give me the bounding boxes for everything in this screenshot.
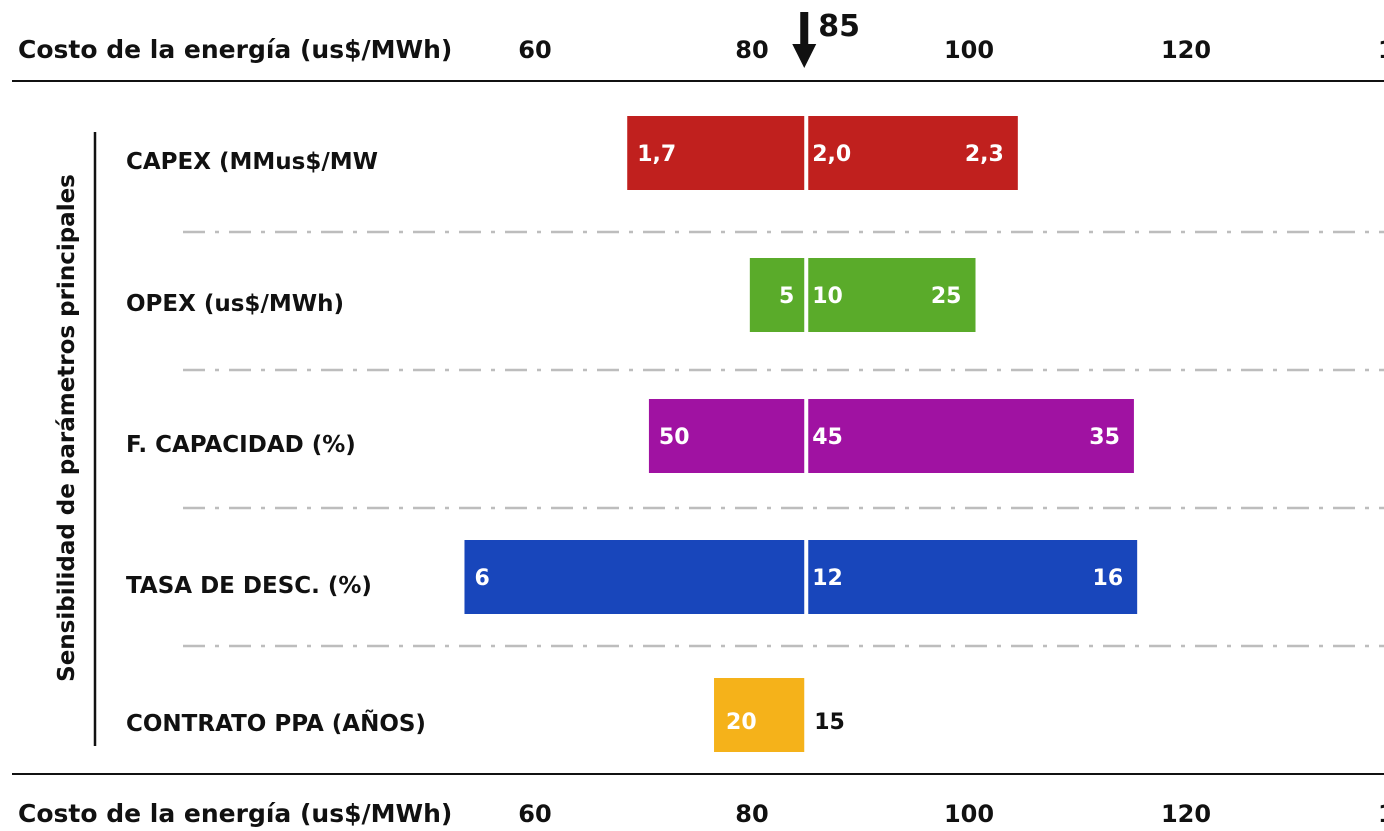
value-label-right-tasa: 16 bbox=[1093, 566, 1124, 591]
value-label-left-ppa: 20 bbox=[726, 710, 757, 735]
value-label-center-capex: 2,0 bbox=[812, 142, 851, 167]
bar-high-fcap bbox=[806, 399, 1134, 473]
tick-label-bottom: 100 bbox=[944, 800, 994, 828]
axis-title-top: Costo de la energía (us$/MWh) bbox=[18, 35, 452, 64]
bar-low-ppa bbox=[714, 678, 807, 752]
tick-label-top: 140 bbox=[1378, 36, 1384, 64]
value-label-center-fcap: 45 bbox=[812, 425, 843, 450]
bar-high-opex bbox=[806, 258, 976, 332]
bar-low-tasa bbox=[464, 540, 807, 614]
bar-low-capex bbox=[627, 116, 807, 190]
tick-label-bottom: 140 bbox=[1378, 800, 1384, 828]
tick-label-top: 80 bbox=[735, 36, 768, 64]
bar-low-fcap bbox=[648, 399, 807, 473]
bar-low-opex bbox=[749, 258, 807, 332]
parameter-label-capex: CAPEX (MMus$/MW bbox=[126, 149, 378, 175]
parameter-label-fcap: F. CAPACIDAD (%) bbox=[126, 432, 356, 458]
reference-arrow-head bbox=[792, 44, 817, 68]
parameter-label-ppa: CONTRATO PPA (AÑOS) bbox=[126, 709, 426, 737]
value-label-left-opex: 5 bbox=[779, 284, 794, 309]
bar-high-capex bbox=[806, 116, 1018, 190]
value-label-center-tasa: 12 bbox=[812, 566, 843, 591]
value-label-right-capex: 2,3 bbox=[965, 142, 1004, 167]
tick-label-bottom: 80 bbox=[735, 800, 768, 828]
value-label-left-capex: 1,7 bbox=[637, 142, 676, 167]
y-axis-title: Sensibilidad de parámetros principales bbox=[54, 174, 80, 682]
parameter-label-tasa: TASA DE DESC. (%) bbox=[126, 573, 372, 599]
reference-value-label: 85 bbox=[818, 9, 860, 44]
value-label-left-fcap: 50 bbox=[659, 425, 690, 450]
value-label-left-tasa: 6 bbox=[474, 566, 489, 591]
axis-title-bottom: Costo de la energía (us$/MWh) bbox=[18, 799, 452, 828]
tick-label-top: 120 bbox=[1161, 36, 1211, 64]
tick-label-top: 100 bbox=[944, 36, 994, 64]
tick-label-bottom: 120 bbox=[1161, 800, 1211, 828]
value-label-center-opex: 10 bbox=[812, 284, 843, 309]
tick-label-top: 60 bbox=[518, 36, 551, 64]
value-label-right-fcap: 35 bbox=[1089, 425, 1120, 450]
value-label-center-ppa: 15 bbox=[814, 710, 845, 735]
value-label-right-opex: 25 bbox=[931, 284, 962, 309]
parameter-label-opex: OPEX (us$/MWh) bbox=[126, 291, 344, 317]
tick-label-bottom: 60 bbox=[518, 800, 551, 828]
bar-high-tasa bbox=[806, 540, 1138, 614]
